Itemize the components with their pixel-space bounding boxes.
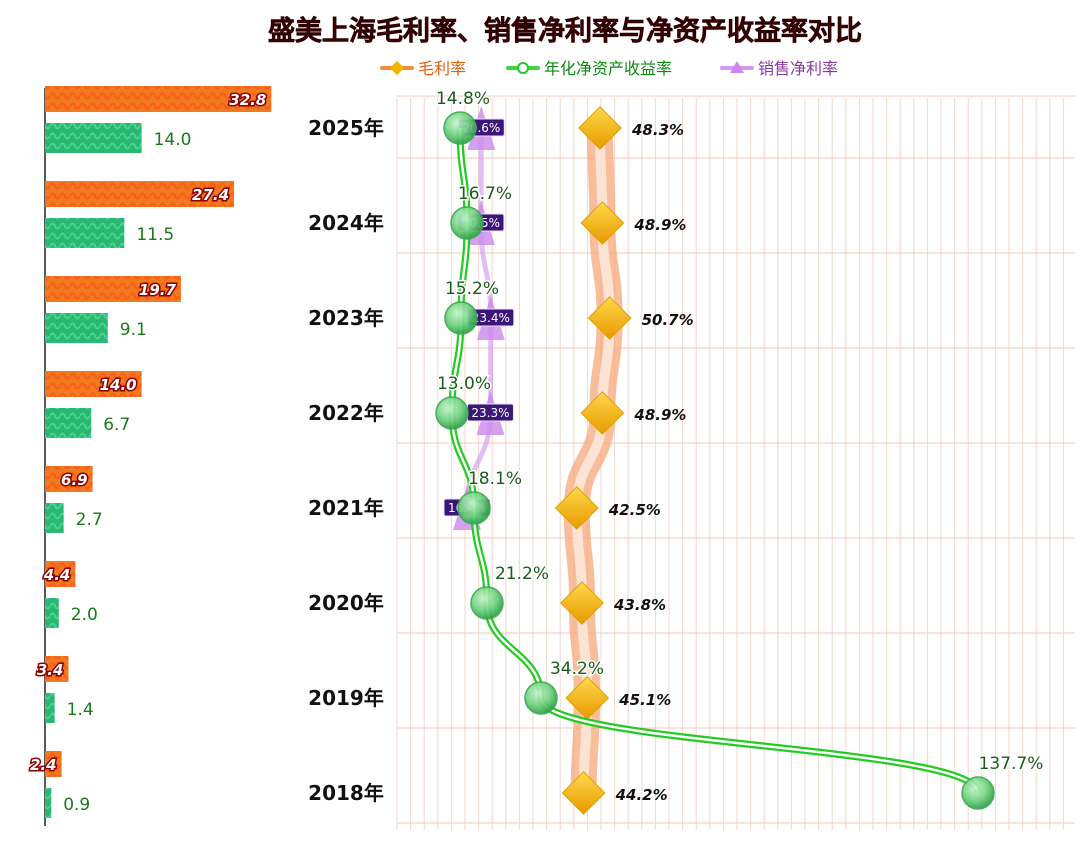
- bar-net: [45, 788, 52, 818]
- bar-net-label: 6.7: [103, 415, 130, 435]
- bar-gross-label: 2.4: [30, 756, 57, 774]
- year-label: 2024年: [308, 211, 384, 235]
- gross-margin-point: [580, 201, 625, 245]
- bar-series: 32.8 27.4 19.7 14.0 6.9 4.4 3.4 2.4 14.0 11.5 9.1 6…: [28, 86, 272, 826]
- roe-label: 34.2%: [550, 659, 604, 679]
- bar-net: [45, 218, 125, 248]
- roe-label: 137.7%: [979, 754, 1044, 774]
- bar-gross: [45, 466, 93, 492]
- bar-net: [45, 693, 55, 723]
- gross-margin-point: [560, 581, 604, 625]
- legend-label: 毛利率: [418, 59, 466, 78]
- roe-point: [435, 396, 469, 430]
- gross-margin-label: 42.5%: [608, 501, 661, 519]
- bar-net: [45, 598, 59, 628]
- bar-gross-label: 3.4: [37, 661, 64, 679]
- roe-point: [524, 681, 558, 715]
- roe-label: 21.2%: [495, 564, 549, 584]
- roe-point: [457, 491, 491, 525]
- bar-gross-label: 19.7: [139, 281, 177, 299]
- roe-series: 14.8% 16.7% 15.2% 13.0% 18.1% 21.2% 34.2% 137.7…: [434, 88, 1045, 810]
- legend-label: 年化净资产收益率: [544, 59, 672, 78]
- grid-layer: [396, 95, 1075, 830]
- gross-margin-point: [578, 106, 622, 150]
- gross-margin-label: 43.8%: [613, 596, 666, 614]
- bar-net: [45, 313, 108, 343]
- bar-gross-label: 4.4: [43, 566, 71, 584]
- gross-margin-label: 50.7%: [642, 311, 694, 329]
- legend: 毛利率 年化净资产收益率 销售净利率: [380, 59, 838, 78]
- bar-gross-label: 6.9: [61, 471, 88, 489]
- gross-margin-point: [580, 391, 625, 435]
- roe-label: 18.1%: [468, 469, 522, 489]
- bar-net: [45, 123, 142, 153]
- roe-label: 13.0%: [437, 374, 491, 394]
- net-margin-label: 23.4%: [472, 311, 510, 325]
- legend-marker-diamond: [389, 60, 405, 76]
- bar-gross: [45, 276, 181, 302]
- gross-margin-label: 45.1%: [618, 691, 671, 709]
- roe-point: [444, 301, 478, 335]
- gross-margin-point: [587, 296, 632, 340]
- bar-gross: [45, 371, 142, 397]
- gross-margin-label: 48.9%: [633, 406, 686, 424]
- year-label: 2021年: [308, 496, 384, 520]
- bar-net-label: 1.4: [67, 700, 94, 720]
- year-label: 2022年: [308, 401, 384, 425]
- bar-gross: [45, 561, 76, 587]
- year-labels: 2025年 2024年 2023年 2022年 2021年 2020年 2019年 2018年: [308, 116, 384, 805]
- gross-margin-point: [565, 676, 610, 720]
- bar-net-label: 0.9: [63, 795, 90, 815]
- bar-net-label: 2.0: [71, 605, 98, 625]
- roe-label: 16.7%: [458, 184, 512, 204]
- bar-gross-label: 32.8: [229, 91, 266, 109]
- bar-net: [45, 408, 92, 438]
- year-label: 2020年: [308, 591, 384, 615]
- gross-margin-point: [554, 486, 599, 530]
- bar-gross: [45, 86, 272, 112]
- gross-margin-label: 48.3%: [631, 121, 684, 139]
- bar-net-label: 2.7: [76, 510, 103, 530]
- chart-title: 盛美上海毛利率、销售净利率与净资产收益率对比: [268, 15, 862, 47]
- legend-marker-circle: [517, 62, 529, 74]
- bar-gross: [45, 751, 62, 777]
- year-label: 2025年: [308, 116, 384, 140]
- roe-point: [961, 776, 995, 810]
- bar-net-label: 14.0: [154, 130, 192, 150]
- legend-label: 销售净利率: [758, 59, 838, 78]
- bar-gross-label: 27.4: [192, 186, 229, 204]
- gross-margin-label: 48.9%: [633, 216, 686, 234]
- gross-margin-point: [561, 771, 606, 815]
- bar-gross: [45, 656, 69, 682]
- legend-marker-triangle: [730, 61, 744, 73]
- roe-label: 15.2%: [445, 279, 499, 299]
- year-label: 2019年: [308, 686, 384, 710]
- gross-margin-label: 44.2%: [615, 786, 668, 804]
- year-label: 2018年: [308, 781, 384, 805]
- bar-net-label: 9.1: [120, 320, 147, 340]
- year-label: 2023年: [308, 306, 384, 330]
- roe-point: [450, 206, 484, 240]
- bar-net-label: 11.5: [136, 225, 174, 245]
- roe-label: 14.8%: [436, 89, 490, 109]
- gross-margin-series: 48.3% 48.9% 50.7% 48.9% 42.5% 43.8% 45.1% 44.2%: [554, 106, 694, 815]
- bar-net: [45, 503, 64, 533]
- bar-gross: [45, 181, 235, 207]
- roe-point: [470, 586, 504, 620]
- net-margin-label: 23.3%: [471, 406, 509, 420]
- bar-gross-label: 14.0: [100, 376, 137, 394]
- roe-point: [443, 111, 477, 145]
